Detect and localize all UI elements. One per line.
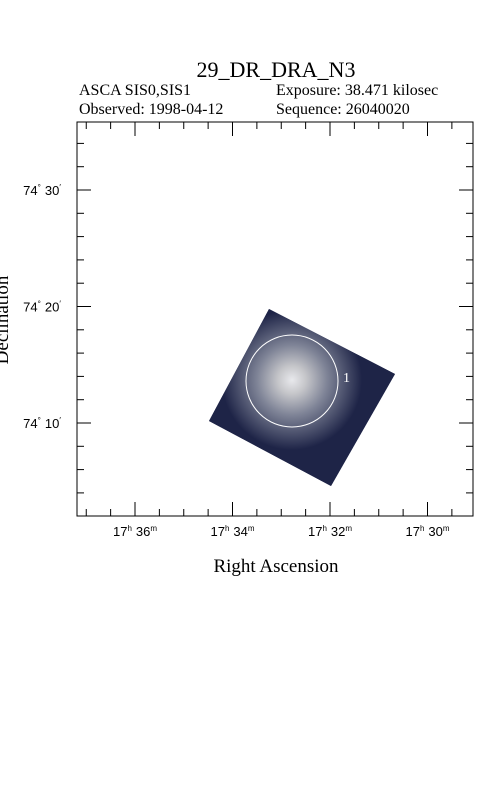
source-label: 1	[343, 371, 350, 386]
y-tick-label-part: 30	[45, 183, 59, 198]
x-tick-label-part: 17	[308, 524, 322, 539]
y-tick-label-part: ′	[59, 416, 61, 425]
y-tick-label: 74° 30′	[23, 183, 61, 198]
source-region	[245, 334, 339, 428]
x-tick-label-part: h	[127, 524, 131, 533]
x-tick-label-part: 17	[113, 524, 127, 539]
y-tick-label: 74° 20′	[23, 300, 61, 315]
y-tick-label-part: 20	[45, 300, 59, 315]
source-glow	[209, 309, 395, 486]
x-tick-label-part: m	[248, 524, 255, 533]
x-tick-label-part: m	[345, 524, 352, 533]
y-tick-label-part: ′	[59, 183, 61, 192]
x-tick-label: 17h 36m	[113, 524, 157, 539]
exposure: Exposure: 38.471 kilosec	[276, 82, 438, 99]
sequence: Sequence: 26040020	[276, 101, 410, 118]
frame	[76, 121, 474, 517]
observed: Observed: 1998-04-12	[79, 101, 223, 118]
x-tick-label-part: h	[322, 524, 326, 533]
instrument: ASCA SIS0,SIS1	[79, 82, 191, 99]
x-axis-label: Right Ascension	[213, 556, 339, 577]
y-tick-label-part: 74	[23, 183, 37, 198]
x-tick-label-part: 17	[210, 524, 224, 539]
y-tick-label-part: °	[38, 183, 41, 192]
x-tick-label-part: 36	[136, 524, 150, 539]
y-axis-label: Declination	[0, 275, 13, 364]
y-tick-label-part: 10	[45, 416, 59, 431]
x-tick-label-part: 32	[331, 524, 345, 539]
x-tick-label-part: 30	[428, 524, 442, 539]
x-tick-label-part: m	[150, 524, 157, 533]
x-tick-label: 17h 34m	[210, 524, 254, 539]
y-tick-label-part: ′	[59, 300, 61, 309]
x-tick-label-part: h	[420, 524, 424, 533]
y-tick-label-part: 74	[23, 300, 37, 315]
y-tick-label-part: 74	[23, 416, 37, 431]
x-tick-label: 17h 32m	[308, 524, 352, 539]
y-tick-label: 74° 10′	[23, 416, 61, 431]
x-tick-label-part: 17	[405, 524, 419, 539]
x-tick-label-part: 34	[233, 524, 247, 539]
y-tick-label-part: °	[38, 300, 41, 309]
y-tick-label-part: °	[38, 416, 41, 425]
title: 29_DR_DRA_N3	[197, 57, 356, 82]
x-tick-label-part: m	[443, 524, 450, 533]
x-tick-label: 17h 30m	[405, 524, 449, 539]
x-tick-label-part: h	[225, 524, 229, 533]
